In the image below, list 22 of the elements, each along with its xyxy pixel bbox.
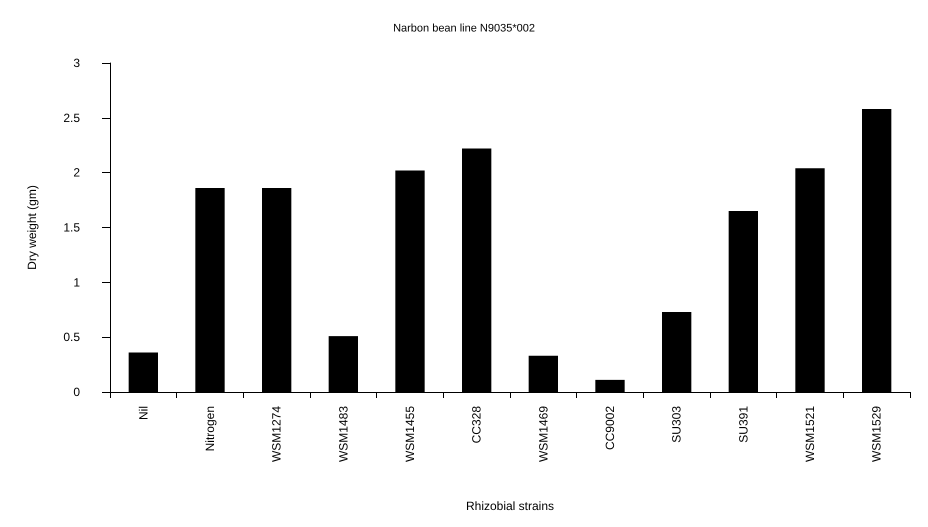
x-tick-label: WSM1483	[336, 406, 350, 462]
y-tick-label: 2.5	[63, 110, 80, 125]
x-tick-label: Nitrogen	[203, 406, 217, 452]
y-tick-label: 0.5	[63, 330, 80, 344]
x-tick-label: WSM1521	[803, 406, 817, 462]
x-tick-label: CC9002	[603, 406, 617, 450]
x-axis-title: Rhizobial strains	[466, 499, 554, 513]
y-tick-label: 3	[73, 56, 80, 70]
x-tick-label: WSM1469	[536, 406, 550, 462]
x-tick-label: SU391	[736, 406, 750, 443]
chart-title: Narbon bean line N9035*002	[393, 22, 535, 34]
y-tick-label: 2	[73, 166, 80, 180]
x-tick-label: WSM1529	[870, 406, 884, 462]
x-tick-label: WSM1274	[270, 406, 284, 462]
y-tick-label: 1.5	[63, 220, 80, 234]
y-tick-label: 0	[73, 385, 80, 399]
x-tick-label: Nil	[136, 406, 150, 420]
y-tick-label: 1	[73, 275, 80, 290]
y-axis-title: Dry weight (gm)	[25, 185, 39, 270]
x-tick-label: WSM1455	[403, 406, 417, 462]
x-tick-label: CC328	[470, 406, 484, 444]
x-tick-label: SU303	[670, 406, 684, 443]
